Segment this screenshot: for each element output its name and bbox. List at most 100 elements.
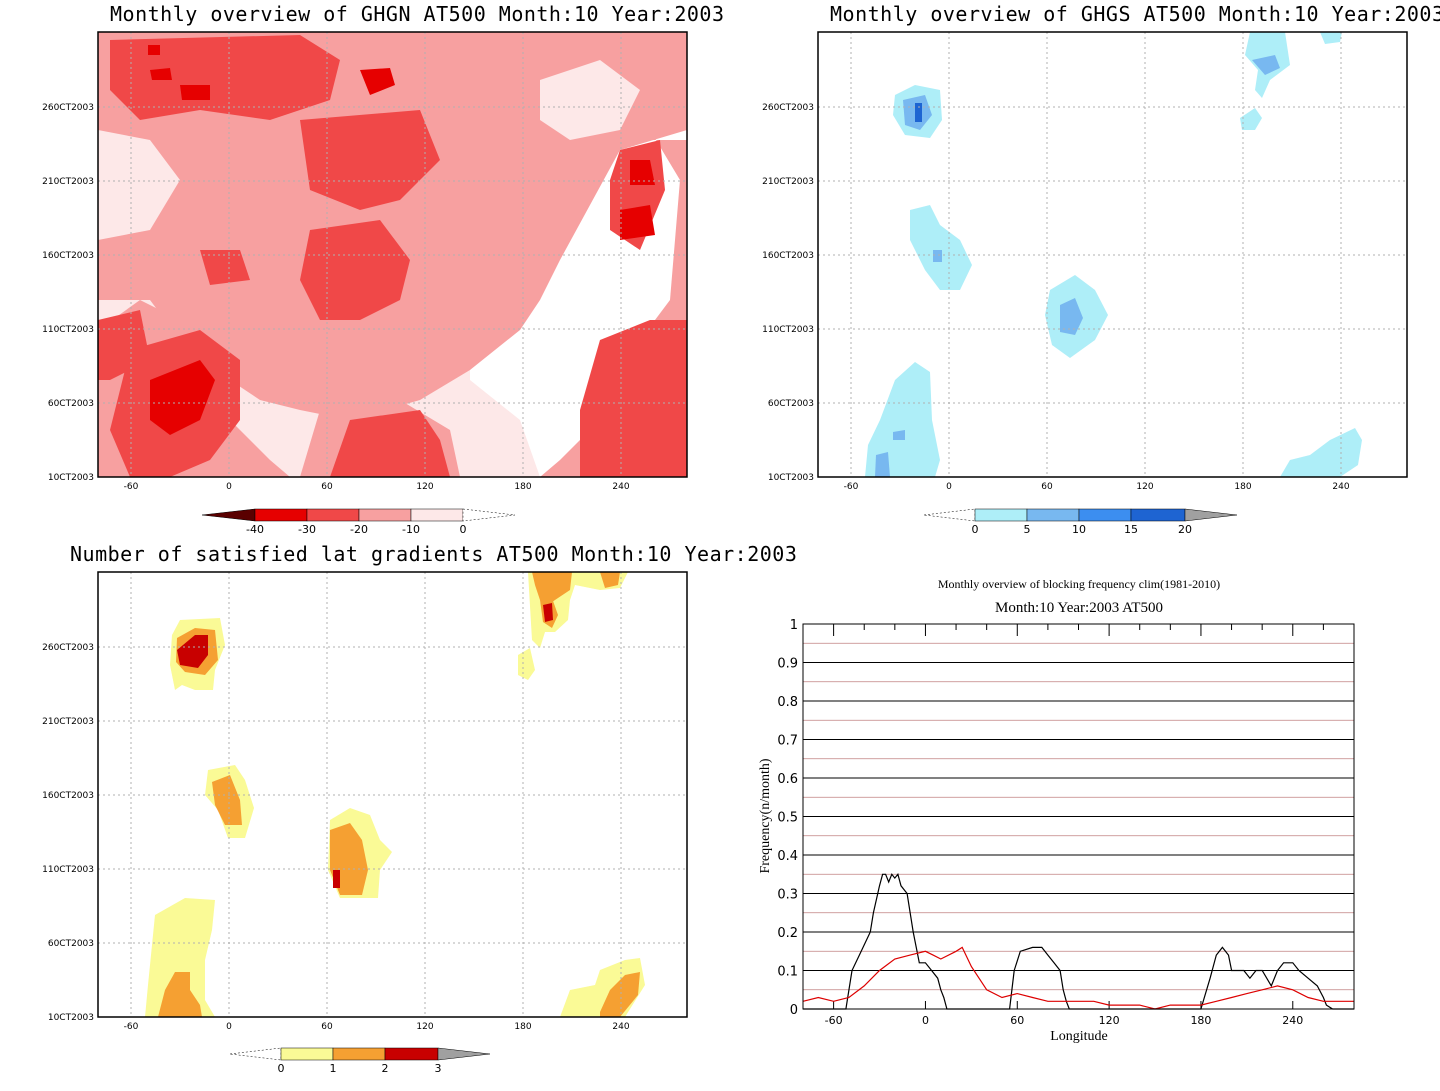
ghgs-ytick: 160CT2003 — [762, 251, 814, 261]
frequency-ytick-label: 0.5 — [777, 811, 798, 826]
ghgn-xtick: -60 — [124, 482, 139, 492]
gradients-grid — [98, 572, 687, 1017]
ghgs-grid — [818, 32, 1407, 477]
frequency-xtick-label: 240 — [1282, 1014, 1303, 1027]
frequency-ytick-label: 0.8 — [777, 695, 798, 710]
gradients-ytick: 110CT2003 — [42, 865, 94, 875]
gradients-contours — [145, 572, 645, 1017]
gradients-cbar-swatch — [332, 1047, 386, 1061]
frequency-top-ticks — [833, 624, 1324, 636]
gradients-xtick-labels: -60 0 60 120 180 240 — [124, 1022, 630, 1032]
ghgs-xtick-labels: -60 0 60 120 180 240 — [844, 482, 1350, 492]
ghgs-ytick: 110CT2003 — [762, 325, 814, 335]
frequency-ytick-label: 1 — [790, 618, 798, 633]
ghgs-panel: -60 0 60 120 180 240 10CT2003 60CT2003 1… — [762, 31, 1408, 536]
ghgs-ytick: 210CT2003 — [762, 177, 814, 187]
ghgn-cbar-swatch — [462, 508, 516, 522]
ghgs-contours — [865, 32, 1362, 477]
ghgs-ytick: 60CT2003 — [768, 399, 814, 409]
ghgn-ytick: 210CT2003 — [42, 177, 94, 187]
frequency-ytick-label: 0.4 — [777, 849, 798, 864]
gradients-cbar-swatch — [384, 1047, 439, 1061]
ghgn-cbar-label: -40 — [246, 523, 264, 536]
frequency-panel: Monthly overview of blocking frequency c… — [758, 577, 1355, 1044]
ghgn-xtick: 60 — [321, 482, 333, 492]
ghgs-cbar-swatch — [1078, 508, 1132, 522]
ghgn-colorbar: -40 -30 -20 -10 0 — [201, 508, 516, 536]
frequency-series-black-line — [803, 873, 1354, 1010]
ghgs-cbar-label: 15 — [1124, 523, 1138, 536]
ghgn-panel: -60 0 60 120 180 240 10CT2003 60CT2003 1… — [42, 31, 688, 536]
ghgs-xtick: 60 — [1041, 482, 1053, 492]
gradients-xtick: -60 — [124, 1022, 139, 1032]
gradients-cbar-label: 2 — [382, 1062, 389, 1075]
frequency-ylabel: Frequency(n/month) — [758, 758, 773, 873]
ghgs-ytick-labels: 10CT2003 60CT2003 110CT2003 160CT2003 21… — [762, 103, 814, 483]
ghgn-grid — [98, 32, 687, 477]
ghgn-cbar-label: -20 — [350, 523, 368, 536]
gradients-ytick: 60CT2003 — [48, 939, 94, 949]
frequency-ytick-labels: 0 0.1 0.2 0.3 0.4 0.5 0.6 0.7 0.8 0.9 1 — [777, 618, 798, 1018]
frequency-xtick-label: -60 — [825, 1014, 843, 1027]
ghgs-xtick: -60 — [844, 482, 859, 492]
frequency-ytick-label: 0.3 — [777, 888, 798, 903]
gradients-title: Number of satisfied lat gradients AT500 … — [70, 542, 798, 566]
gradients-xtick: 60 — [321, 1022, 333, 1032]
frequency-ytick-label: 0 — [790, 1003, 798, 1018]
frequency-series-red-line — [802, 946, 1354, 1010]
ghgs-ytick: 10CT2003 — [768, 473, 814, 483]
ghgn-cbar-swatch — [201, 508, 256, 522]
frequency-ytick-label: 0.2 — [777, 926, 798, 941]
ghgs-cbar-swatch — [974, 508, 1028, 522]
frequency-xtick-label: 60 — [1010, 1014, 1024, 1027]
gradients-cbar-label: 1 — [330, 1062, 337, 1075]
ghgn-cbar-swatch — [358, 508, 412, 522]
gradients-xtick: 180 — [514, 1022, 531, 1032]
ghgs-cbar-swatch — [1184, 508, 1238, 522]
ghgn-cbar-swatch — [410, 508, 464, 522]
ghgn-ytick: 10CT2003 — [48, 473, 94, 483]
frequency-xtick-label: 120 — [1099, 1014, 1120, 1027]
ghgs-cbar-label: 0 — [972, 523, 979, 536]
ghgn-xtick: 180 — [514, 482, 531, 492]
frequency-ytick-label: 0.1 — [777, 965, 798, 980]
ghgn-frame — [97, 31, 688, 478]
gradients-frame — [97, 571, 688, 1018]
gradients-ytick: 10CT2003 — [48, 1013, 94, 1023]
frequency-xtick-label: 180 — [1190, 1014, 1211, 1027]
gradients-ytick-labels: 10CT2003 60CT2003 110CT2003 160CT2003 21… — [42, 643, 94, 1023]
ghgs-xtick: 240 — [1332, 482, 1349, 492]
frequency-ytick-label: 0.7 — [777, 734, 798, 749]
ghgn-cbar-label: -10 — [402, 523, 420, 536]
ghgs-cbar-label: 5 — [1024, 523, 1031, 536]
frequency-xtick-label: 0 — [922, 1014, 929, 1027]
ghgs-xtick: 0 — [946, 482, 952, 492]
gradients-cbar-label: 0 — [278, 1062, 285, 1075]
frequency-subtitle: Month:10 Year:2003 AT500 — [995, 600, 1163, 616]
frequency-gridlines — [803, 623, 1354, 1010]
gradients-cbar-swatch — [280, 1047, 334, 1061]
ghgn-xtick-labels: -60 0 60 120 180 240 — [124, 482, 630, 492]
ghgs-cbar-swatch — [1130, 508, 1186, 522]
frequency-xtick-labels: -60 0 60 120 180 240 — [825, 1001, 1303, 1027]
ghgn-ytick: 110CT2003 — [42, 325, 94, 335]
ghgs-title: Monthly overview of GHGS AT500 Month:10 … — [830, 2, 1440, 26]
ghgn-ytick: 260CT2003 — [42, 103, 94, 113]
ghgs-cbar-label: 10 — [1072, 523, 1086, 536]
gradients-cbar-swatch — [229, 1047, 282, 1061]
ghgn-xtick: 240 — [612, 482, 629, 492]
ghgn-cbar-label: -30 — [298, 523, 316, 536]
ghgn-xtick: 120 — [416, 482, 433, 492]
ghgn-title: Monthly overview of GHGN AT500 Month:10 … — [110, 2, 725, 26]
frequency-xlabel: Longitude — [1050, 1029, 1108, 1044]
ghgn-ytick: 60CT2003 — [48, 399, 94, 409]
ghgs-ytick: 260CT2003 — [762, 103, 814, 113]
frequency-frame — [802, 623, 1355, 1010]
ghgs-xtick: 120 — [1136, 482, 1153, 492]
frequency-ytick-label: 0.6 — [777, 772, 798, 787]
frequency-ytick-label: 0.9 — [777, 657, 798, 672]
gradients-xtick: 240 — [612, 1022, 629, 1032]
gradients-xtick: 0 — [226, 1022, 232, 1032]
ghgn-cbar-swatch — [254, 508, 308, 522]
ghgs-xtick: 180 — [1234, 482, 1251, 492]
